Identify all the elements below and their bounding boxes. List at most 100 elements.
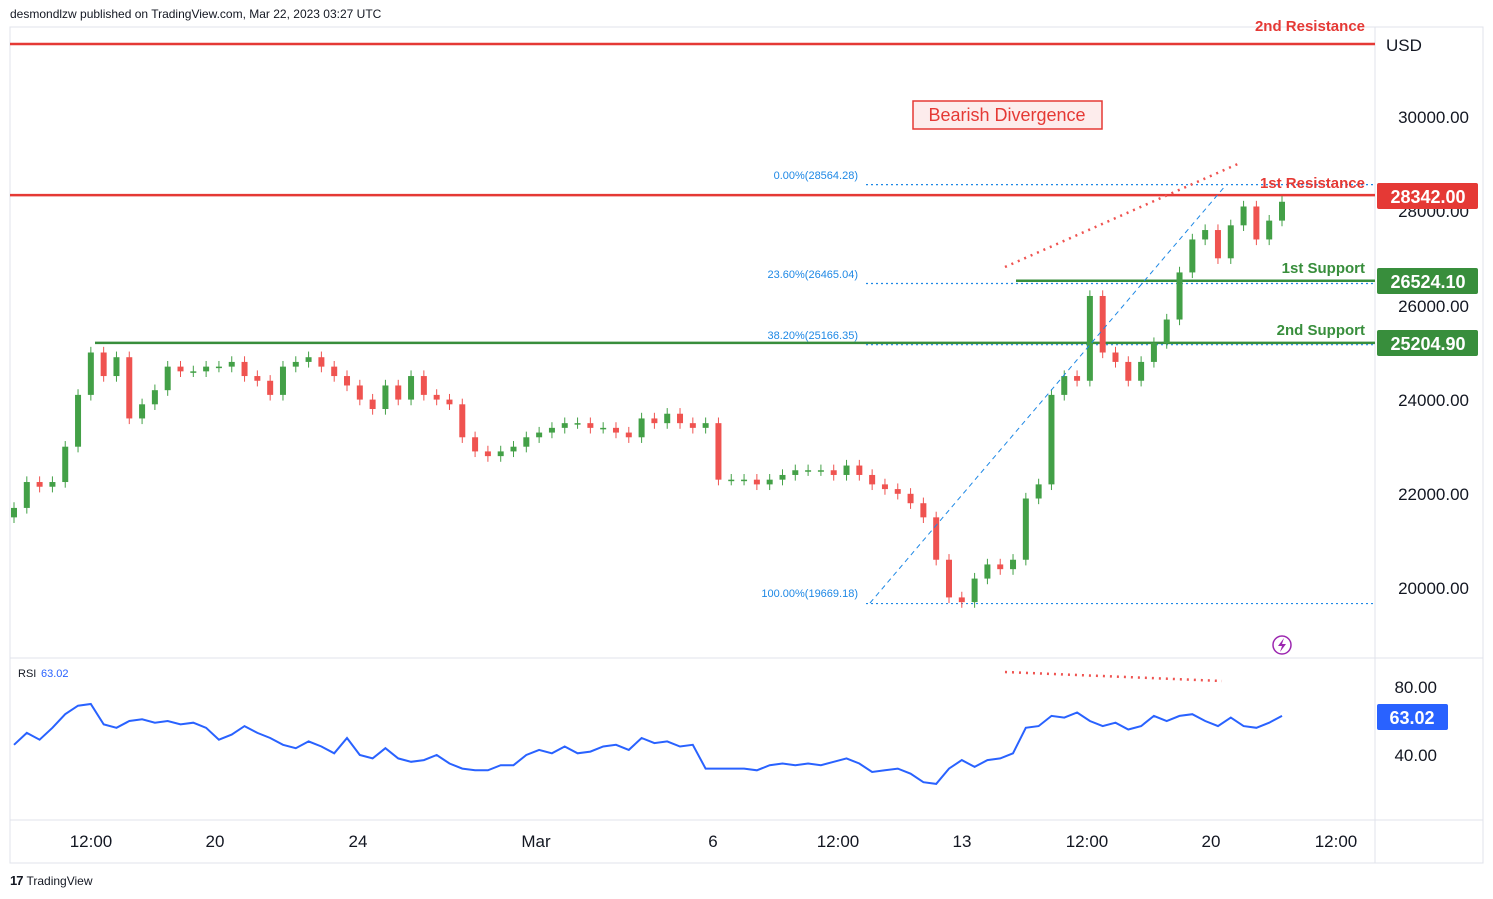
candle-body bbox=[1010, 559, 1017, 570]
candle-body bbox=[881, 484, 888, 490]
candle-body bbox=[856, 465, 863, 475]
price-tick: 26000.00 bbox=[1398, 297, 1469, 316]
candle-body bbox=[87, 352, 94, 395]
time-tick: 13 bbox=[953, 832, 972, 851]
fib-0-label: 0.00%(28564.28) bbox=[774, 170, 858, 182]
candle-body bbox=[331, 366, 338, 377]
candle-body bbox=[779, 474, 786, 480]
footer-brand[interactable]: 17 TradingView bbox=[10, 873, 93, 888]
candle-body bbox=[741, 479, 748, 482]
price-divergence-line bbox=[1004, 161, 1241, 269]
candle-body bbox=[1189, 239, 1196, 273]
candle-body bbox=[318, 357, 325, 367]
candle-body bbox=[344, 376, 351, 386]
time-tick: 12:00 bbox=[70, 832, 113, 851]
fib-trend-line bbox=[869, 184, 1227, 604]
candle-body bbox=[1112, 352, 1119, 362]
rsi-pane bbox=[13, 702, 1283, 785]
candle-body bbox=[23, 482, 30, 508]
candle-body bbox=[792, 470, 799, 475]
candle-body bbox=[484, 451, 491, 457]
candle-body bbox=[433, 394, 440, 400]
second-support-value: 25204.90 bbox=[1390, 334, 1465, 354]
candle-body bbox=[215, 366, 222, 369]
candle-body bbox=[945, 559, 952, 598]
rsi-tick: 40.00 bbox=[1394, 746, 1437, 765]
first-resistance-badge bbox=[1377, 183, 1478, 209]
first-resistance-value: 28342.00 bbox=[1390, 187, 1465, 207]
time-tick: Mar bbox=[521, 832, 551, 851]
bearish-divergence-label: Bearish Divergence bbox=[928, 105, 1085, 125]
candle-body bbox=[510, 446, 517, 452]
candle-body bbox=[1035, 484, 1042, 499]
currency-label: USD bbox=[1386, 36, 1422, 55]
candle-body bbox=[971, 578, 978, 603]
candle-body bbox=[151, 390, 158, 405]
fibonacci-retracement bbox=[866, 184, 1375, 605]
candle-body bbox=[830, 470, 837, 475]
candle-body bbox=[1266, 220, 1273, 240]
chart-frame bbox=[9, 26, 1484, 864]
fib-100-label: 100.00%(19669.18) bbox=[761, 588, 858, 600]
candle-body bbox=[75, 394, 82, 447]
candle-body bbox=[62, 446, 69, 483]
price-tick: 30000.00 bbox=[1398, 108, 1469, 127]
candle-body bbox=[1176, 272, 1183, 320]
price-tick: 20000.00 bbox=[1398, 579, 1469, 598]
candle-body bbox=[228, 361, 235, 367]
candle-body bbox=[395, 385, 402, 400]
fib-236-label: 23.60%(26465.04) bbox=[767, 269, 858, 281]
candle-body bbox=[190, 371, 197, 373]
candle-body bbox=[1099, 295, 1106, 353]
candle-body bbox=[164, 366, 171, 391]
candle-body bbox=[1227, 225, 1234, 259]
candle-body bbox=[203, 366, 210, 372]
time-tick: 12:00 bbox=[817, 832, 860, 851]
candle-body bbox=[382, 385, 389, 410]
candle-body bbox=[523, 437, 530, 447]
first-support-label: 1st Support bbox=[1282, 260, 1365, 277]
candle-body bbox=[408, 376, 415, 400]
candle-body bbox=[113, 357, 120, 377]
candle-body bbox=[49, 482, 56, 487]
candle-body bbox=[612, 427, 619, 433]
price-tick: 22000.00 bbox=[1398, 485, 1469, 504]
publisher-header: desmondlzw published on TradingView.com,… bbox=[10, 7, 382, 21]
candle-body bbox=[305, 357, 312, 362]
candle-body bbox=[766, 479, 773, 485]
candle-body bbox=[292, 361, 299, 367]
first-support-value: 26524.10 bbox=[1390, 272, 1465, 292]
time-tick: 20 bbox=[1202, 832, 1221, 851]
candle-body bbox=[715, 423, 722, 480]
candle-body bbox=[1086, 295, 1093, 381]
candle-body bbox=[561, 423, 568, 428]
candle-body bbox=[1202, 230, 1209, 240]
time-tick: 20 bbox=[206, 832, 225, 851]
second-support-label: 2nd Support bbox=[1277, 322, 1365, 339]
candle-body bbox=[1214, 230, 1221, 259]
candle-body bbox=[728, 479, 735, 482]
candle-body bbox=[1279, 201, 1285, 221]
alert-lightning-icon[interactable] bbox=[1272, 635, 1292, 655]
rsi-current-value: 63.02 bbox=[41, 668, 69, 680]
rsi-value-badge bbox=[1377, 704, 1448, 730]
candle-body bbox=[100, 352, 107, 377]
candle-body bbox=[894, 489, 901, 494]
candle-body bbox=[472, 437, 479, 452]
first-support-badge bbox=[1377, 268, 1478, 294]
second-support-badge bbox=[1377, 330, 1478, 356]
candle-body bbox=[933, 517, 940, 560]
time-tick: 6 bbox=[708, 832, 717, 851]
candle-body bbox=[1022, 498, 1029, 560]
candle-body bbox=[536, 432, 543, 438]
candlestick-series bbox=[11, 196, 1285, 608]
candle-body bbox=[139, 404, 146, 419]
rsi-title: RSI bbox=[18, 668, 36, 680]
candle-body bbox=[1253, 206, 1260, 240]
candle-body bbox=[651, 418, 658, 424]
candle-body bbox=[702, 423, 709, 428]
candle-body bbox=[1061, 376, 1068, 395]
candle-body bbox=[689, 423, 696, 428]
rsi-divergence-line bbox=[1004, 670, 1223, 683]
